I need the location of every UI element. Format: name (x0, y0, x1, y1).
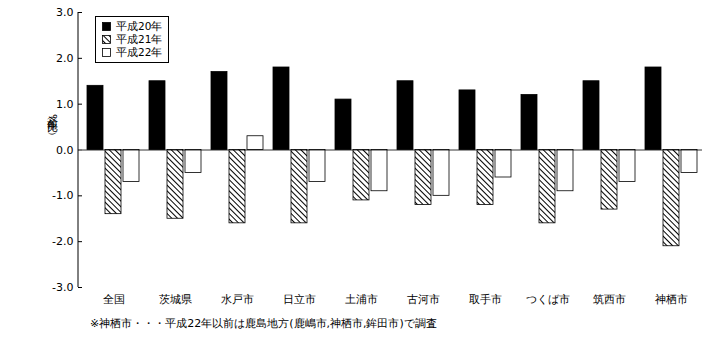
svg-text:神栖市: 神栖市 (655, 293, 688, 306)
svg-text:土浦市: 土浦市 (345, 293, 378, 306)
html-text:平成21年: 平成21年 (116, 33, 163, 45)
svg-text:古河市: 古河市 (407, 293, 440, 306)
svg-text:日立市: 日立市 (283, 293, 316, 306)
html-text:平成20年: 平成20年 (116, 20, 163, 32)
html-text:※神栖市・・・平成22年以前は鹿島地方(鹿嶋市,神栖市,鉾田: ※神栖市・・・平成22年以前は鹿島地方(鹿嶋市,神栖市,鉾田市)で調査 (90, 317, 437, 330)
svg-text:2.0: 2.0 (56, 52, 74, 65)
svg-text:-1.0: -1.0 (52, 189, 73, 202)
svg-text:水戸市: 水戸市 (221, 293, 254, 306)
svg-text:茨城県: 茨城県 (159, 293, 192, 306)
html-text:前年比（%）: 前年比（%） (46, 110, 59, 127)
svg-text:つくば市: つくば市 (526, 293, 570, 306)
svg-text:筑西市: 筑西市 (593, 293, 626, 306)
svg-text:3.0: 3.0 (56, 6, 74, 19)
svg-text:全国: 全国 (103, 293, 125, 306)
svg-text:-3.0: -3.0 (52, 281, 73, 294)
svg-text:1.0: 1.0 (56, 98, 74, 111)
svg-text:取手市: 取手市 (469, 293, 502, 306)
html-text:平成22年: 平成22年 (116, 46, 163, 58)
svg-text:-2.0: -2.0 (52, 235, 73, 248)
svg-text:0.0: 0.0 (56, 144, 74, 157)
